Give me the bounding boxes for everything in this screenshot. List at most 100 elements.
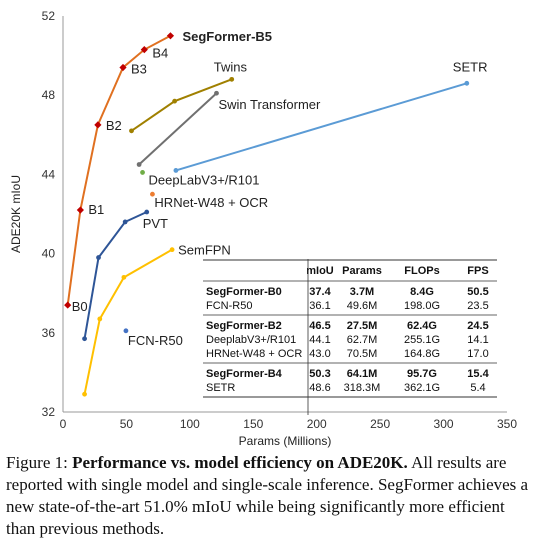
swin-transformer-point	[136, 162, 142, 167]
table-cell: HRNet-W48 + OCR	[206, 348, 302, 360]
table-cell: 48.6	[309, 382, 330, 394]
table-cell: 17.0	[467, 348, 488, 360]
chart: 0 50 100 150 200 250 300 350 32 36 40 44 48 52 Params …	[9, 9, 517, 448]
point-label: PVT	[143, 216, 168, 231]
swin-transformer-line	[138, 92, 218, 166]
table-cell: 36.1	[309, 300, 330, 312]
table-cell: 255.1G	[404, 334, 440, 346]
deeplabv3-r101-point	[140, 170, 145, 175]
table-cell: 27.5M	[347, 320, 378, 332]
setr-point	[173, 168, 179, 173]
caption-bold: Performance vs. model efficiency on ADE2…	[72, 453, 408, 472]
table-cell: 24.5	[467, 320, 488, 332]
pvt-point	[122, 219, 128, 225]
x-tick-label: 50	[120, 417, 134, 431]
table-cell: 15.4	[467, 368, 489, 380]
table-cell: 164.8G	[404, 348, 440, 360]
table-cell: 64.1M	[347, 368, 378, 380]
segformer-line	[66, 34, 171, 306]
y-tick-label: 32	[42, 405, 56, 419]
point-label: SemFPN	[178, 243, 231, 258]
x-tick-label: 0	[60, 417, 67, 431]
inset-table: mIoU Params FLOPs FPS SegFormer-B0 37.4 3.7M 8.…	[203, 259, 497, 415]
table-cell: SegFormer-B0	[206, 286, 282, 298]
x-tick-label: 200	[307, 417, 327, 431]
swin-transformer-point	[214, 90, 219, 96]
y-tick-label: 40	[42, 247, 56, 261]
table-cell: 3.7M	[350, 286, 374, 298]
segformer-point	[94, 121, 102, 129]
x-tick-label: 150	[243, 417, 263, 431]
x-tick-label: 100	[180, 417, 200, 431]
series-layer	[64, 32, 470, 397]
semfpn-point	[97, 316, 103, 322]
setr-point	[464, 80, 470, 86]
twins-line	[130, 78, 233, 132]
point-label: DeepLabV3+/R101	[149, 172, 260, 187]
table-cell: 37.4	[309, 286, 331, 298]
point-label: Swin Transformer	[218, 97, 321, 112]
table-cell: 198.0G	[404, 300, 440, 312]
pvt-point	[96, 255, 101, 260]
table-cell: 70.5M	[347, 348, 378, 360]
table-cell: SETR	[206, 382, 235, 394]
table-header: FLOPs	[404, 265, 439, 277]
table-cell: 49.6M	[347, 300, 378, 312]
axes: 0 50 100 150 200 250 300 350 32 36 40 44 48 52 Params …	[9, 9, 517, 448]
table-header: FPS	[467, 265, 488, 277]
table-cell: 95.7G	[407, 368, 437, 380]
point-label: B3	[131, 61, 147, 76]
semfpn-point	[169, 247, 175, 253]
point-label: HRNet-W48 + OCR	[154, 195, 268, 210]
point-label: SegFormer-B5	[182, 29, 272, 44]
semfpn-point	[121, 274, 127, 280]
point-label: B0	[72, 299, 88, 314]
x-tick-label: 300	[434, 417, 454, 431]
table-header: mIoU	[306, 265, 334, 277]
twins-point	[172, 98, 178, 104]
point-labels: B0 B1 B2 B3 B4 SegFormer-B5 Twins Swin Transfor…	[72, 29, 488, 348]
semfpn-point	[82, 391, 87, 397]
table-header: Params	[342, 265, 382, 277]
table-cell: SegFormer-B4	[206, 368, 283, 380]
table-cell: 8.4G	[410, 286, 434, 298]
semfpn-line	[83, 248, 173, 395]
table-cell: 62.7M	[347, 334, 378, 346]
x-tick-label: 350	[497, 417, 517, 431]
twins-point	[229, 76, 235, 82]
segformer-point	[140, 46, 148, 54]
segformer-point	[76, 206, 84, 214]
point-label: B1	[88, 202, 104, 217]
y-tick-label: 44	[42, 167, 56, 181]
x-tick-label: 250	[370, 417, 390, 431]
table-cell: 5.4	[470, 382, 485, 394]
point-label: Twins	[214, 59, 248, 74]
fcn-r50-point	[123, 328, 129, 334]
segformer-point	[166, 32, 175, 40]
table-cell: 46.5	[309, 320, 330, 332]
point-label: SETR	[453, 59, 488, 74]
table-cell: FCN-R50	[206, 300, 252, 312]
table-cell: 50.5	[467, 286, 488, 298]
y-tick-label: 36	[42, 326, 56, 340]
table-cell: 318.3M	[344, 382, 381, 394]
pvt-point	[144, 209, 150, 215]
caption-rest: All results are reported with single mod…	[6, 453, 529, 538]
pvt-line	[83, 211, 148, 339]
segformer-point	[64, 301, 72, 309]
table-cell: 23.5	[467, 300, 488, 312]
y-tick-label: 48	[42, 88, 56, 102]
point-label: FCN-R50	[128, 333, 183, 348]
table-cell: DeeplabV3+/R101	[206, 334, 296, 346]
table-cell: 62.4G	[407, 320, 437, 332]
table-cell: 50.3	[309, 368, 330, 380]
y-tick-label: 52	[42, 9, 56, 23]
figure-caption: Figure 1: Performance vs. model efficien…	[6, 452, 532, 540]
y-axis-title: ADE20K mIoU	[9, 175, 23, 253]
hrnet-w48-ocr-point	[150, 191, 155, 197]
table-cell: 44.1	[309, 334, 330, 346]
caption-prefix: Figure 1:	[6, 453, 73, 472]
table-cell: SegFormer-B2	[206, 320, 282, 332]
table-cell: 362.1G	[404, 382, 440, 394]
segformer-point	[119, 63, 127, 72]
